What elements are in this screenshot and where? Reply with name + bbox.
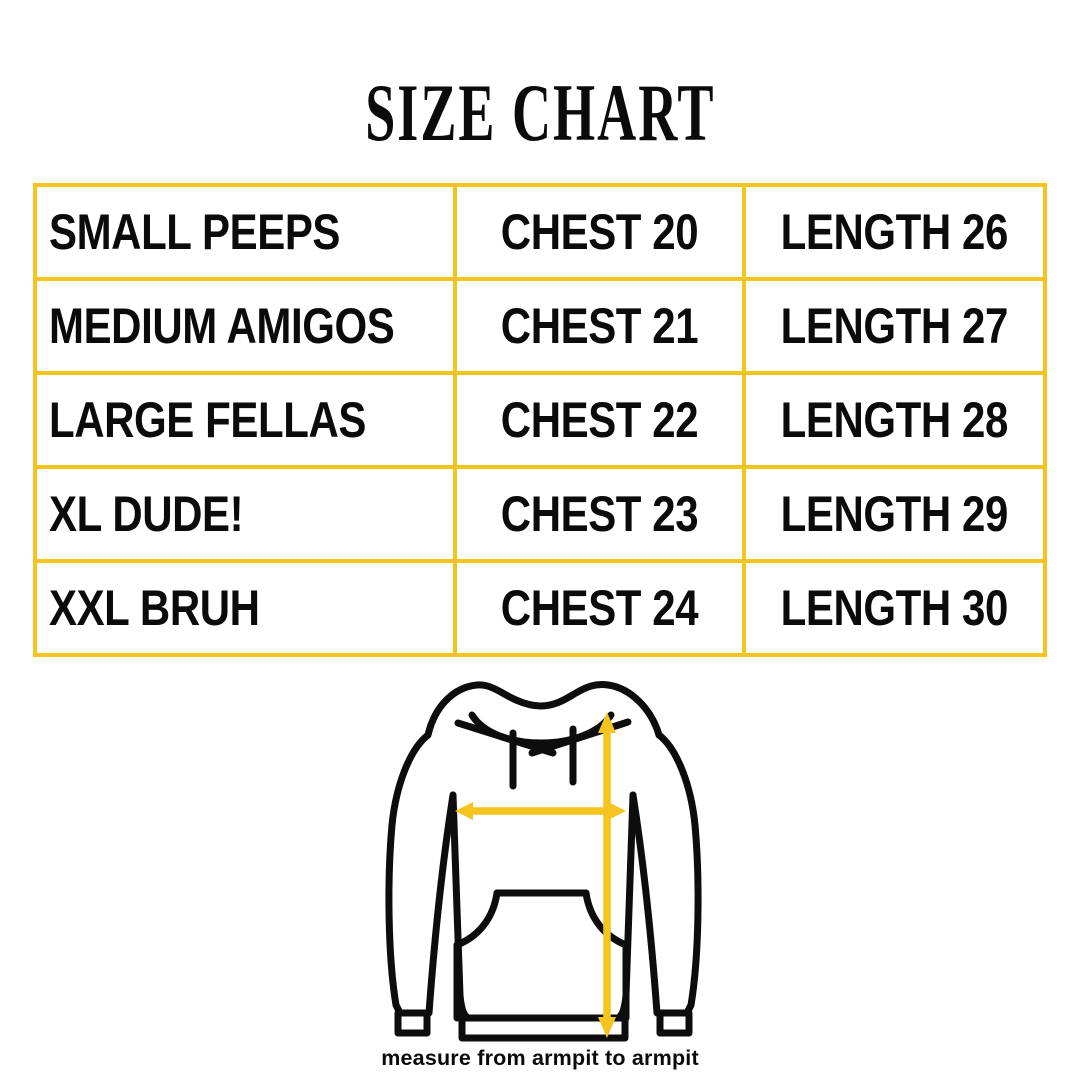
pocket-side-right <box>582 889 630 1022</box>
collar-curve <box>468 711 615 747</box>
table-row: XL DUDE! CHEST 23 LENGTH 29 <box>32 465 1047 563</box>
size-cell: XL DUDE! <box>32 465 458 563</box>
size-cell: LARGE FELLAS <box>32 371 458 469</box>
sleeve-outer-left <box>385 731 432 1017</box>
table-row: XXL BRUH CHEST 24 LENGTH 30 <box>32 559 1047 657</box>
chest-cell: CHEST 22 <box>453 371 747 469</box>
table-row: LARGE FELLAS CHEST 22 LENGTH 28 <box>32 371 1047 469</box>
table-row: MEDIUM AMIGOS CHEST 21 LENGTH 27 <box>32 277 1047 375</box>
cuff-right <box>656 1009 693 1037</box>
measurement-diagram <box>380 675 710 1045</box>
cuff-left <box>394 1009 431 1037</box>
sleeve-inner-left <box>425 791 457 1017</box>
length-cell: LENGTH 29 <box>742 465 1047 563</box>
diagram-caption: measure from armpit to armpit <box>381 1046 699 1070</box>
chest-cell: CHEST 23 <box>453 465 747 563</box>
size-cell: MEDIUM AMIGOS <box>32 277 458 375</box>
length-cell: LENGTH 28 <box>742 371 1047 469</box>
pocket-side-left <box>453 889 501 1022</box>
size-cell: SMALL PEEPS <box>32 183 458 281</box>
length-cell: LENGTH 27 <box>742 277 1047 375</box>
chest-width-arrow-icon <box>455 802 626 820</box>
chest-cell: CHEST 24 <box>453 559 747 657</box>
page-title: SIZE CHART <box>0 72 1080 154</box>
size-table: SMALL PEEPS CHEST 20 LENGTH 26 MEDIUM AM… <box>32 183 1047 657</box>
hoodie-outline-icon <box>385 681 702 1042</box>
length-arrow-icon <box>598 712 616 1038</box>
chest-cell: CHEST 21 <box>453 277 747 375</box>
hood-flap-right <box>528 718 632 757</box>
length-cell: LENGTH 26 <box>742 183 1047 281</box>
sleeve-inner-right <box>629 791 661 1017</box>
sleeve-outer-right <box>655 731 702 1017</box>
hood-outline <box>424 681 663 739</box>
hem-band <box>458 1014 629 1042</box>
table-row: SMALL PEEPS CHEST 20 LENGTH 26 <box>32 183 1047 281</box>
chest-cell: CHEST 20 <box>453 183 747 281</box>
size-cell: XXL BRUH <box>32 559 458 657</box>
length-cell: LENGTH 30 <box>742 559 1047 657</box>
page-title-text: SIZE CHART <box>364 67 716 158</box>
